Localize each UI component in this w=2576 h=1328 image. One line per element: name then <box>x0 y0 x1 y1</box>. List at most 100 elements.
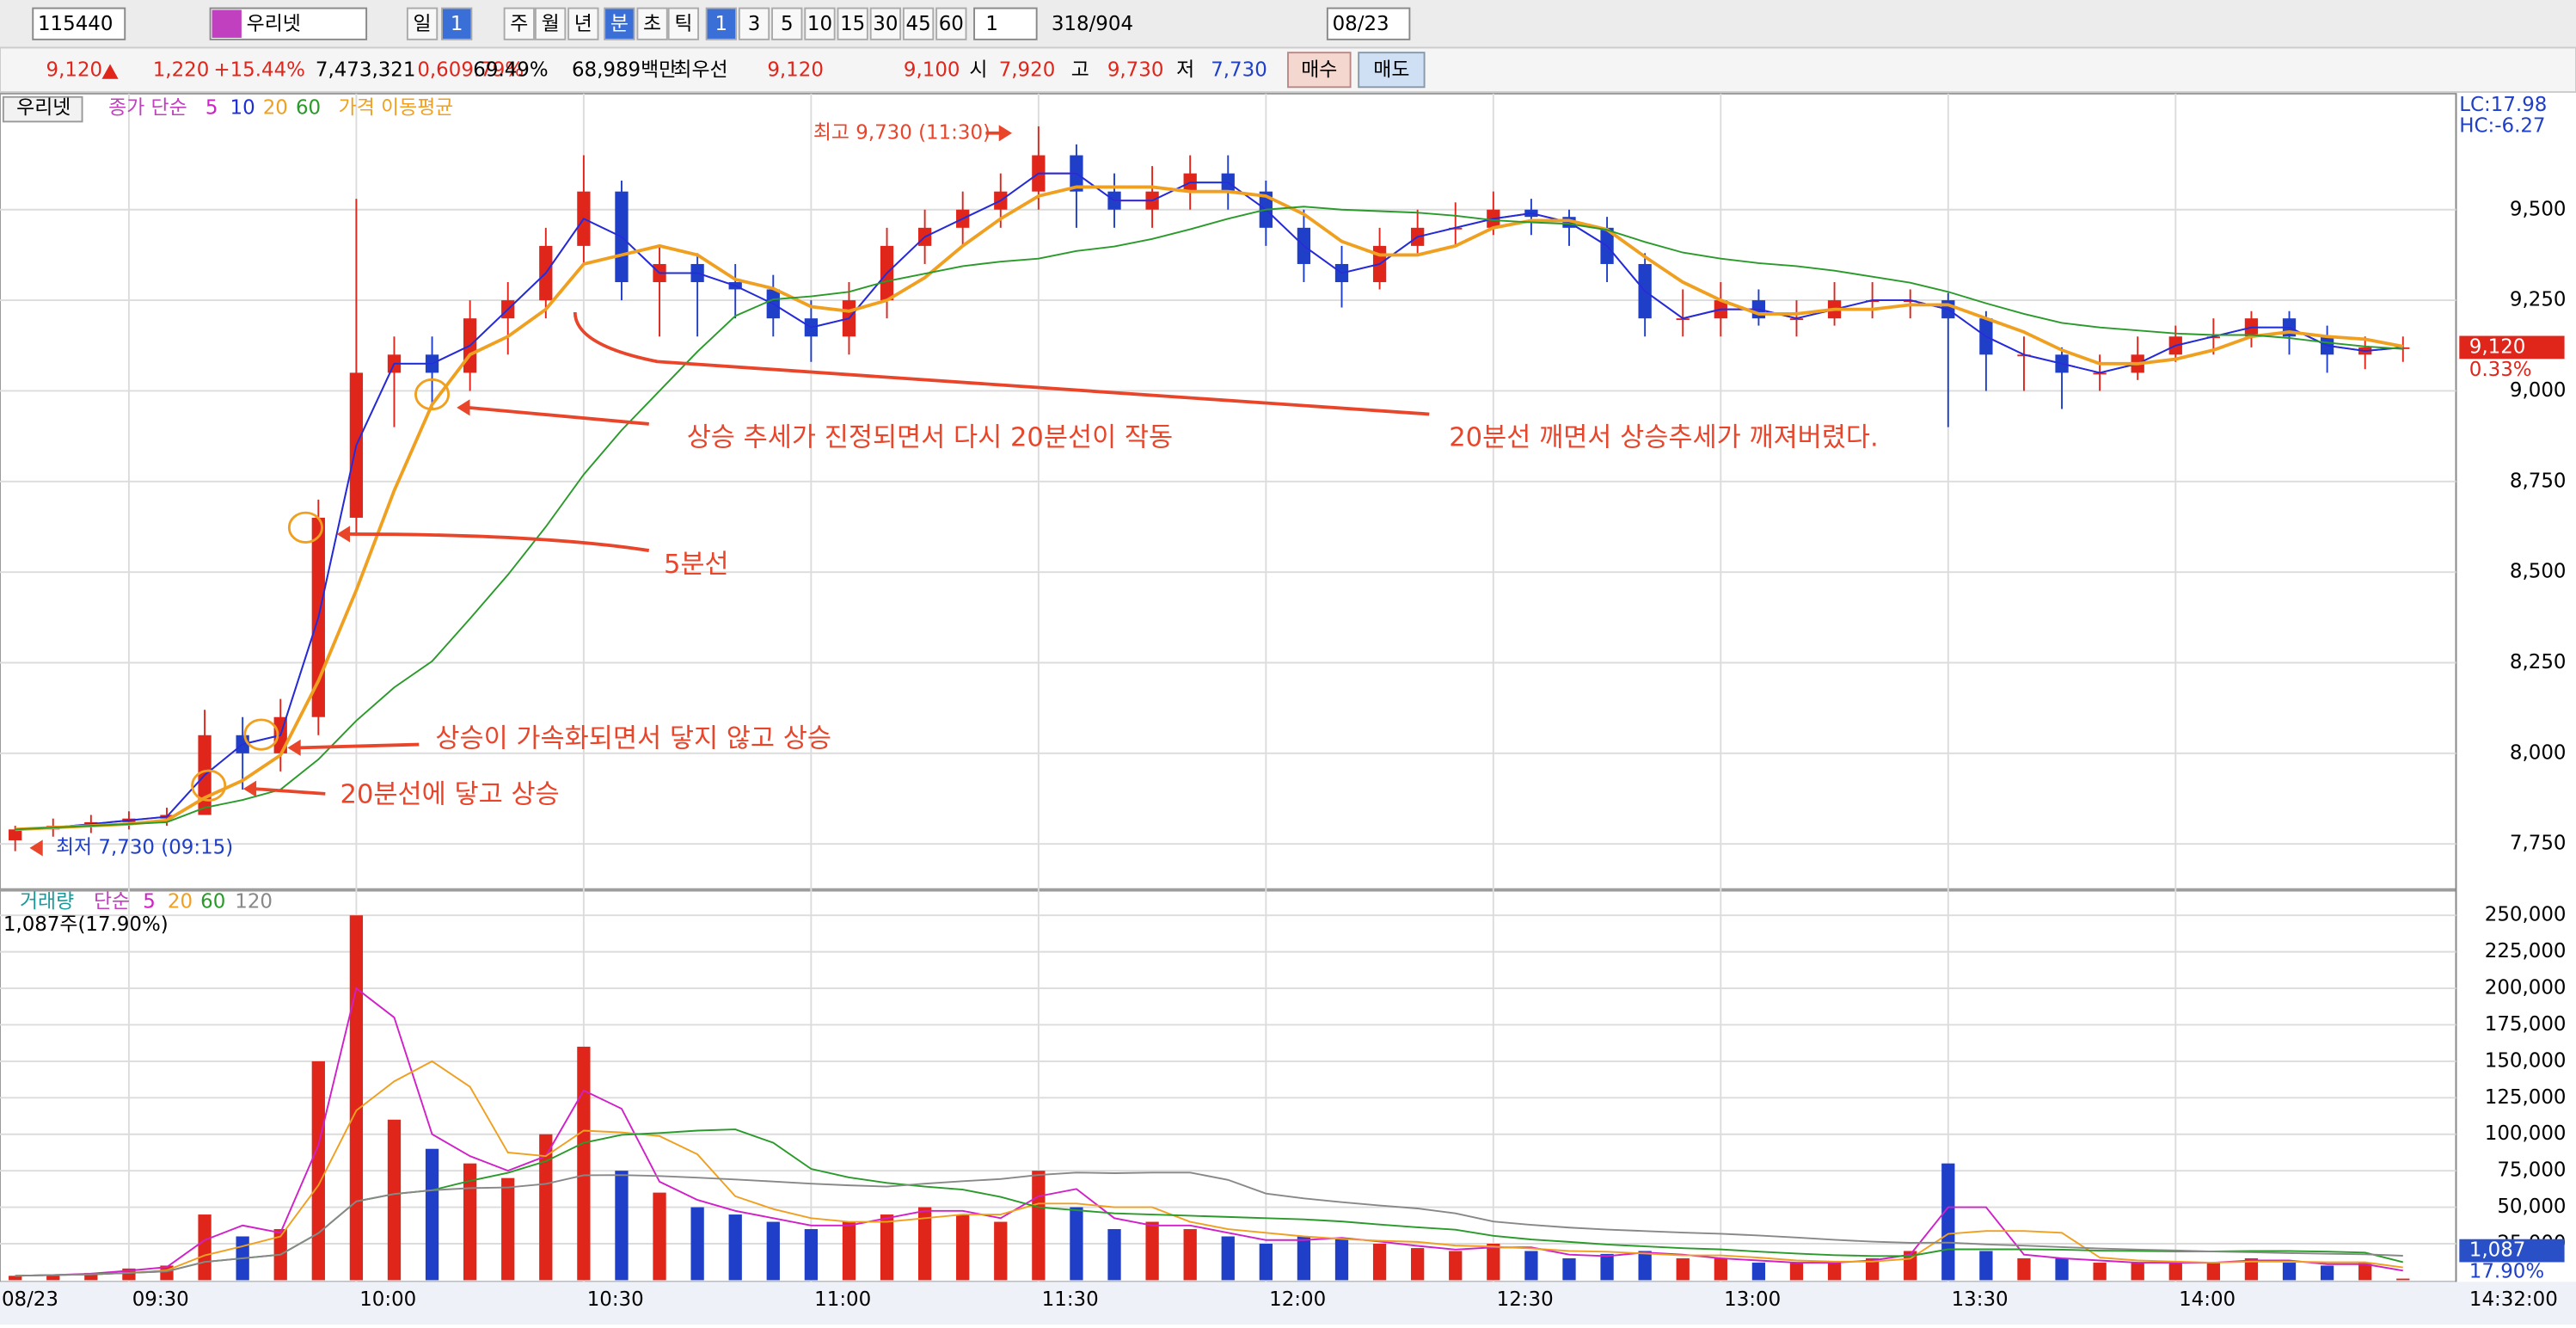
x-tick-label: 12:30 <box>1497 1288 1554 1311</box>
legend-entry: 10 <box>230 97 255 120</box>
period-button[interactable]: 분 <box>610 13 629 35</box>
volume-bar <box>994 1221 1008 1281</box>
legend-entry: 60 <box>200 890 225 913</box>
legend-title: 거래량 <box>20 890 74 913</box>
volume-bar <box>1789 1263 1804 1281</box>
volume-bar <box>728 1214 742 1281</box>
volume-bar <box>917 1207 932 1281</box>
period-button[interactable]: 년 <box>574 13 592 35</box>
code-input[interactable]: 115440 <box>38 13 113 35</box>
minute-button[interactable] <box>705 7 737 40</box>
legend-title: 우리넷 <box>16 97 71 120</box>
up-arrow <box>101 64 119 79</box>
volume-bar <box>501 1177 515 1281</box>
volume-panel <box>0 889 2457 1283</box>
highlight <box>243 718 279 751</box>
volume-bar <box>387 1119 402 1281</box>
legend-entry: 5 <box>205 97 218 120</box>
minute-button[interactable] <box>837 7 868 40</box>
y-tick-label: 8,500 <box>2510 561 2567 583</box>
period-button[interactable]: 월 <box>542 13 560 35</box>
volume-bar <box>1524 1251 1538 1281</box>
legend-entry: 20 <box>263 97 288 120</box>
volume-bar <box>2168 1263 2182 1281</box>
volume-info: 1,087주(17.90%) <box>3 913 169 936</box>
volume-bar <box>539 1134 553 1281</box>
volume-bar <box>1372 1243 1387 1281</box>
period-button[interactable] <box>636 7 668 40</box>
volume-bar <box>2017 1257 2031 1281</box>
minute-button[interactable]: 45 <box>906 13 931 35</box>
quote-volume: 7,473,321 <box>316 59 416 82</box>
period-button[interactable] <box>667 7 700 40</box>
arrow-head <box>287 739 301 756</box>
volume-bar <box>1562 1257 1576 1281</box>
minute-button[interactable]: 1 <box>715 13 728 35</box>
minute-button[interactable] <box>869 7 902 40</box>
annotation: 20분선 깨면서 상승추세가 깨져버렸다. <box>1449 423 1879 453</box>
legend-ma-label: 단순 <box>94 890 130 913</box>
legend-ma-label: 종가 단순 <box>108 97 187 120</box>
minute-button[interactable] <box>738 7 770 40</box>
minute-button[interactable] <box>804 7 836 40</box>
last-price-box <box>2459 335 2565 360</box>
ma-line <box>15 172 2403 831</box>
code-input[interactable] <box>32 7 126 40</box>
minute-button[interactable]: 3 <box>748 13 761 35</box>
minute-button[interactable] <box>771 7 803 40</box>
volume-bar <box>1676 1257 1690 1281</box>
volume-bar <box>2244 1257 2259 1281</box>
period-button[interactable]: 틱 <box>674 13 692 35</box>
buy-button[interactable] <box>1287 52 1352 89</box>
volume-bar <box>842 1221 856 1281</box>
annotation: 최저 7,730 (09:15) <box>56 836 233 858</box>
x-tick-label: 14:00 <box>2179 1288 2236 1311</box>
candle-body <box>9 829 22 840</box>
volume-bar <box>766 1221 780 1281</box>
date-input[interactable] <box>1326 7 1411 40</box>
volume-bar <box>9 1276 22 1281</box>
volume-bar <box>1070 1207 1083 1281</box>
minute-button[interactable]: 10 <box>807 13 832 35</box>
buy-button[interactable]: 매수 <box>1301 59 1337 82</box>
volume-bar <box>1032 1171 1046 1281</box>
arrow-head <box>998 125 1013 142</box>
count-input[interactable]: 1 <box>985 13 998 35</box>
count-input[interactable] <box>973 7 1038 40</box>
date-label: 08/23 <box>2 1288 58 1311</box>
period-button[interactable] <box>503 7 535 40</box>
quote-volume-ratio: 0,609.79% <box>417 59 524 82</box>
legend-ma-title: 가격 이동평균 <box>339 97 454 120</box>
quote-best-label: 최우선 <box>673 59 727 82</box>
period-button[interactable] <box>604 7 635 40</box>
highlight <box>191 769 227 802</box>
legend-box <box>2 95 83 123</box>
period-button[interactable] <box>534 7 567 40</box>
y-tick-label: 100,000 <box>2485 1122 2567 1145</box>
volume-bar <box>1297 1236 1311 1281</box>
period-button[interactable]: 주 <box>510 13 528 35</box>
sell-button[interactable] <box>1358 52 1426 89</box>
last-volume: 1,087 <box>2469 1239 2526 1262</box>
sell-button[interactable]: 매도 <box>1373 59 1409 82</box>
quote-open: 7,920 <box>999 59 1056 82</box>
period-button[interactable]: 1 <box>451 13 463 35</box>
period-button[interactable]: 일 <box>414 13 432 35</box>
date-input[interactable]: 08/23 <box>1333 13 1389 35</box>
period-button[interactable]: 초 <box>643 13 661 35</box>
toolbar <box>0 0 2576 48</box>
volume-bar <box>690 1207 704 1281</box>
minute-button[interactable]: 60 <box>939 13 964 35</box>
minute-button[interactable]: 30 <box>873 13 898 35</box>
minute-button[interactable] <box>902 7 935 40</box>
last-pct: 0.33% <box>2469 359 2532 381</box>
period-button[interactable] <box>406 7 439 40</box>
minute-button[interactable] <box>935 7 967 40</box>
minute-button[interactable]: 15 <box>840 13 865 35</box>
period-button[interactable] <box>567 7 599 40</box>
minute-button[interactable]: 5 <box>781 13 794 35</box>
stock-name[interactable]: 우리넷 <box>247 13 301 35</box>
quote-change-pct: +15.44% <box>213 59 305 82</box>
period-button[interactable] <box>441 7 473 40</box>
